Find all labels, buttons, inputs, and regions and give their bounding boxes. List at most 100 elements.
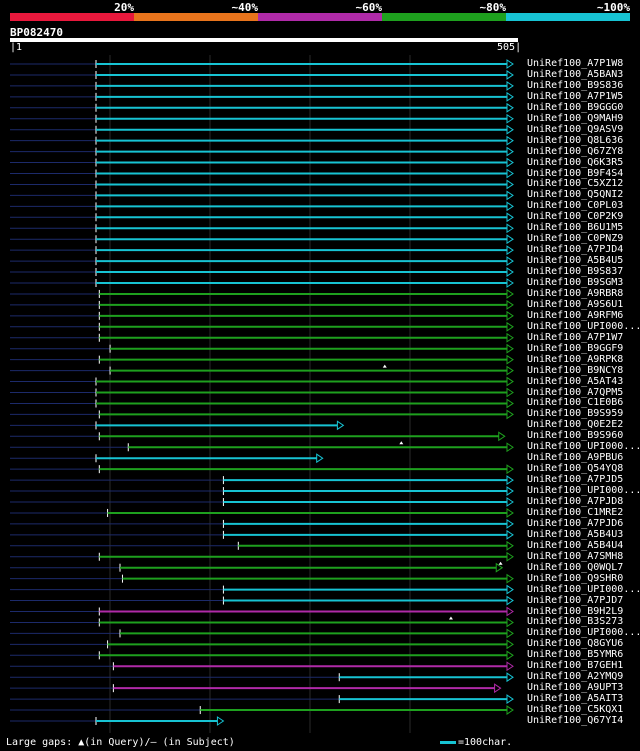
legend-seg-purple — [258, 13, 382, 21]
hit-label[interactable]: UniRef100_Q8GYU6 — [527, 638, 624, 650]
legend-labels: 20% ~40% ~60% ~80% ~100% — [10, 1, 630, 14]
hit-label[interactable]: UniRef100_B9S959 — [527, 408, 624, 420]
hit-arrow-head — [506, 299, 514, 310]
hit-label[interactable]: UniRef100_A7PJD7 — [527, 594, 624, 606]
hit-label[interactable]: UniRef100_B6U1M5 — [527, 222, 624, 234]
hit-label[interactable]: UniRef100_A9RBR8 — [527, 287, 624, 299]
hit-label[interactable]: UniRef100_UPI000... — [527, 320, 640, 332]
hit-arrow-head — [506, 201, 514, 212]
hit-label[interactable]: UniRef100_B5YMR6 — [527, 649, 624, 661]
hit-label[interactable]: UniRef100_A7PJD5 — [527, 474, 624, 486]
hit-label[interactable]: UniRef100_C1MRE2 — [527, 506, 624, 518]
hit-label[interactable]: UniRef100_A2YMQ9 — [527, 671, 624, 683]
hit-arrow-head — [506, 146, 514, 157]
hit-arrow-head — [506, 529, 514, 540]
hit-arrow-head — [506, 584, 514, 595]
hit-label[interactable]: UniRef100_UPI000... — [527, 441, 640, 453]
hit-arrow-head — [506, 223, 514, 234]
hit-label[interactable]: UniRef100_Q67ZY8 — [527, 145, 624, 157]
hit-label[interactable]: UniRef100_Q5QNI2 — [527, 189, 624, 201]
hit-label[interactable]: UniRef100_B9GGG0 — [527, 101, 624, 113]
hit-label[interactable]: UniRef100_Q0E2E2 — [527, 419, 624, 431]
hit-label[interactable]: UniRef100_UPI000... — [527, 485, 640, 497]
hit-label[interactable]: UniRef100_A7PJD6 — [527, 517, 624, 529]
hit-label[interactable]: UniRef100_Q6K3R5 — [527, 156, 624, 168]
hit-label[interactable]: UniRef100_C5KQX1 — [527, 704, 624, 716]
footer-gaps-legend: Large gaps: ▲(in Query)/– (in Subject) — [6, 737, 235, 748]
hit-arrow-head — [506, 508, 514, 518]
hit-label[interactable]: UniRef100_A7P1W8 — [527, 58, 624, 69]
hit-arrow-head — [506, 661, 514, 672]
legend-seg-orange — [134, 13, 258, 21]
hit-arrow-head — [506, 310, 514, 321]
hit-label[interactable]: UniRef100_A7P1W7 — [527, 331, 624, 343]
hit-label[interactable]: UniRef100_A7PJD4 — [527, 244, 624, 256]
scale-end: 505| — [497, 42, 522, 53]
legend-label-100: ~100% — [596, 1, 630, 14]
hit-label[interactable]: UniRef100_C0PL03 — [527, 200, 624, 212]
hit-label[interactable]: UniRef100_Q54YQ8 — [527, 463, 624, 475]
hit-label[interactable]: UniRef100_A5BAN3 — [527, 68, 624, 80]
hit-label[interactable]: UniRef100_C0P2K9 — [527, 211, 624, 223]
hit-label[interactable]: UniRef100_A7QPM5 — [527, 386, 624, 398]
hit-label[interactable]: UniRef100_C5XZ12 — [527, 178, 624, 190]
hit-arrow-head — [498, 431, 506, 442]
hit-label[interactable]: UniRef100_A5AIT3 — [527, 693, 624, 705]
hit-label[interactable]: UniRef100_A7P1W5 — [527, 90, 624, 102]
hit-arrow-head — [506, 124, 514, 135]
hit-label[interactable]: UniRef100_A9UPT3 — [527, 682, 624, 694]
hit-label[interactable]: UniRef100_Q0WQL7 — [527, 561, 624, 573]
query-gap-marker — [448, 616, 453, 620]
hit-label[interactable]: UniRef100_Q8L636 — [527, 134, 624, 146]
hit-label[interactable]: UniRef100_A5AT43 — [527, 375, 624, 387]
hit-label[interactable]: UniRef100_Q9MAH9 — [527, 112, 624, 124]
hit-arrow-head — [506, 639, 514, 650]
scale-start: |1 — [10, 42, 23, 53]
hit-label[interactable]: UniRef100_UPI000... — [527, 627, 640, 639]
hit-label[interactable]: UniRef100_B7GEH1 — [527, 660, 624, 672]
hit-label[interactable]: UniRef100_A9RPK8 — [527, 353, 624, 365]
hit-arrow-head — [216, 716, 225, 726]
hit-arrow-head — [494, 683, 502, 694]
hit-label[interactable]: UniRef100_B9S837 — [527, 266, 624, 278]
hit-label[interactable]: UniRef100_Q9ASV9 — [527, 123, 624, 135]
hit-arrow-head — [506, 672, 514, 683]
hit-label[interactable]: UniRef100_B9S836 — [527, 79, 624, 91]
legend-label-40: ~40% — [231, 1, 259, 14]
legend-seg-cyan — [506, 13, 630, 21]
hit-label[interactable]: UniRef100_A7SMH8 — [527, 550, 624, 562]
hit-label[interactable]: UniRef100_B9H2L9 — [527, 605, 624, 617]
query-gap-marker — [498, 561, 503, 565]
hit-label[interactable]: UniRef100_A5B4U4 — [527, 539, 624, 551]
hit-label[interactable]: UniRef100_Q9SHR0 — [527, 572, 624, 584]
hit-label[interactable]: UniRef100_Q67YI4 — [527, 715, 624, 726]
hit-label[interactable]: UniRef100_B9SGM3 — [527, 277, 624, 288]
hit-label[interactable]: UniRef100_B3S273 — [527, 616, 624, 628]
hit-arrow-head — [506, 628, 514, 639]
hit-label[interactable]: UniRef100_B9NCY8 — [527, 364, 624, 376]
hit-arrow-head — [506, 256, 514, 267]
query-id: BP082470 — [10, 26, 63, 39]
hit-alignments — [10, 55, 514, 733]
hit-label[interactable]: UniRef100_A5B4U3 — [527, 528, 624, 540]
hit-arrow-head — [506, 540, 514, 551]
hit-arrow-head — [506, 650, 514, 661]
hit-arrow-head — [506, 168, 514, 179]
hit-label[interactable]: UniRef100_A9RFM6 — [527, 309, 624, 321]
hit-label[interactable]: UniRef100_C1E0B6 — [527, 397, 624, 409]
hit-label[interactable]: UniRef100_C0PNZ9 — [527, 233, 624, 245]
footer-scale-key: =100char. — [440, 737, 512, 748]
hit-label[interactable]: UniRef100_B9S960 — [527, 430, 624, 442]
hit-arrow-head — [506, 113, 514, 124]
hit-label[interactable]: UniRef100_A5B4U5 — [527, 255, 624, 267]
hit-arrow-head — [506, 91, 514, 102]
hit-label[interactable]: UniRef100_A9PBU6 — [527, 452, 624, 464]
hit-label[interactable]: UniRef100_B9F4S4 — [527, 167, 624, 179]
hit-label[interactable]: UniRef100_A7PJD8 — [527, 496, 624, 507]
hit-label[interactable]: UniRef100_B9GGF9 — [527, 342, 624, 354]
hit-arrow-head — [506, 234, 514, 245]
hit-label[interactable]: UniRef100_A9S6U1 — [527, 298, 624, 310]
hit-label[interactable]: UniRef100_UPI000... — [527, 583, 640, 595]
hit-arrow-head — [506, 289, 514, 299]
hit-arrow-head — [506, 442, 514, 453]
